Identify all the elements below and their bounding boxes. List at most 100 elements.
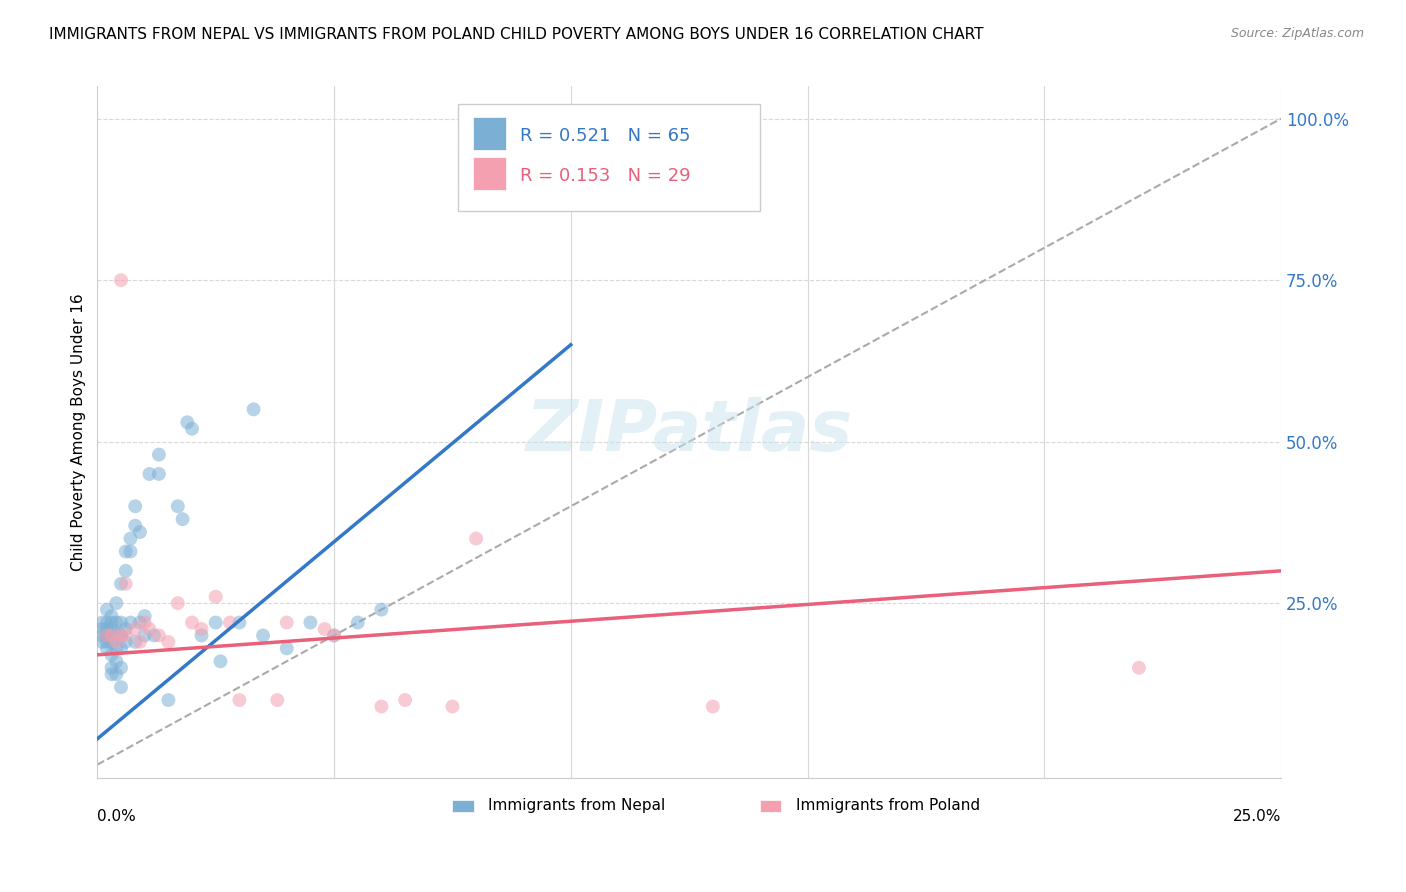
Point <box>110 661 132 675</box>
Point <box>124 500 146 514</box>
Bar <box>472 157 506 190</box>
Point <box>105 641 128 656</box>
Point <box>91 615 114 630</box>
Point <box>276 641 298 656</box>
Point <box>105 654 128 668</box>
Point <box>100 615 122 630</box>
Point <box>110 628 132 642</box>
Point <box>110 273 132 287</box>
Text: ZIPatlas: ZIPatlas <box>526 398 853 467</box>
Point <box>110 615 132 630</box>
Point <box>96 602 118 616</box>
Point <box>143 628 166 642</box>
Y-axis label: Child Poverty Among Boys Under 16: Child Poverty Among Boys Under 16 <box>72 293 86 571</box>
Point <box>323 628 346 642</box>
Point <box>266 693 288 707</box>
Point <box>204 590 226 604</box>
Point <box>209 654 232 668</box>
Point <box>166 500 188 514</box>
Point <box>370 602 392 616</box>
Point <box>176 415 198 429</box>
Point <box>148 628 170 642</box>
Point <box>96 622 118 636</box>
Text: Immigrants from Nepal: Immigrants from Nepal <box>488 797 665 813</box>
Bar <box>472 117 506 150</box>
Point <box>166 596 188 610</box>
Point <box>110 628 132 642</box>
Point <box>134 628 156 642</box>
Point <box>129 635 152 649</box>
Text: IMMIGRANTS FROM NEPAL VS IMMIGRANTS FROM POLAND CHILD POVERTY AMONG BOYS UNDER 1: IMMIGRANTS FROM NEPAL VS IMMIGRANTS FROM… <box>49 27 984 42</box>
Point <box>114 635 136 649</box>
Point <box>465 532 488 546</box>
Point <box>96 628 118 642</box>
Point <box>181 422 204 436</box>
Point <box>105 635 128 649</box>
Point <box>105 615 128 630</box>
Point <box>105 596 128 610</box>
Point <box>157 635 180 649</box>
Point <box>114 564 136 578</box>
Text: 0.0%: 0.0% <box>97 809 136 823</box>
Point <box>702 699 724 714</box>
Text: R = 0.521   N = 65: R = 0.521 N = 65 <box>520 128 690 145</box>
Point <box>314 622 336 636</box>
Point <box>190 628 212 642</box>
Point <box>219 615 242 630</box>
Point <box>148 448 170 462</box>
Point <box>100 609 122 624</box>
Point <box>181 615 204 630</box>
Bar <box>453 800 474 812</box>
Point <box>394 693 416 707</box>
Point <box>105 667 128 681</box>
Text: R = 0.153   N = 29: R = 0.153 N = 29 <box>520 167 690 186</box>
Point <box>120 544 142 558</box>
Point <box>114 628 136 642</box>
Point <box>100 622 122 636</box>
Point <box>242 402 264 417</box>
Point <box>96 615 118 630</box>
Point <box>228 615 250 630</box>
Point <box>228 693 250 707</box>
Point <box>114 576 136 591</box>
Point <box>110 641 132 656</box>
Point <box>138 622 160 636</box>
Point <box>346 615 368 630</box>
Point <box>100 667 122 681</box>
Point <box>129 525 152 540</box>
Point <box>91 635 114 649</box>
Point <box>323 628 346 642</box>
Point <box>190 622 212 636</box>
Point <box>299 615 322 630</box>
Point <box>110 680 132 694</box>
Point <box>100 628 122 642</box>
Point <box>96 628 118 642</box>
Point <box>91 622 114 636</box>
Point <box>129 615 152 630</box>
Point <box>120 615 142 630</box>
Point <box>100 628 122 642</box>
Point <box>124 635 146 649</box>
Point <box>172 512 194 526</box>
Point <box>148 467 170 481</box>
Point <box>276 615 298 630</box>
Point <box>134 609 156 624</box>
Text: Source: ZipAtlas.com: Source: ZipAtlas.com <box>1230 27 1364 40</box>
Point <box>100 635 122 649</box>
Point <box>124 518 146 533</box>
Point <box>110 576 132 591</box>
Point <box>370 699 392 714</box>
Point <box>204 615 226 630</box>
Point <box>96 641 118 656</box>
Point <box>114 622 136 636</box>
Point <box>157 693 180 707</box>
Point <box>124 622 146 636</box>
Point <box>96 635 118 649</box>
Point <box>100 661 122 675</box>
Point <box>91 628 114 642</box>
Point <box>96 628 118 642</box>
Point <box>1128 661 1150 675</box>
Point <box>138 467 160 481</box>
Point <box>252 628 274 642</box>
Point <box>114 544 136 558</box>
